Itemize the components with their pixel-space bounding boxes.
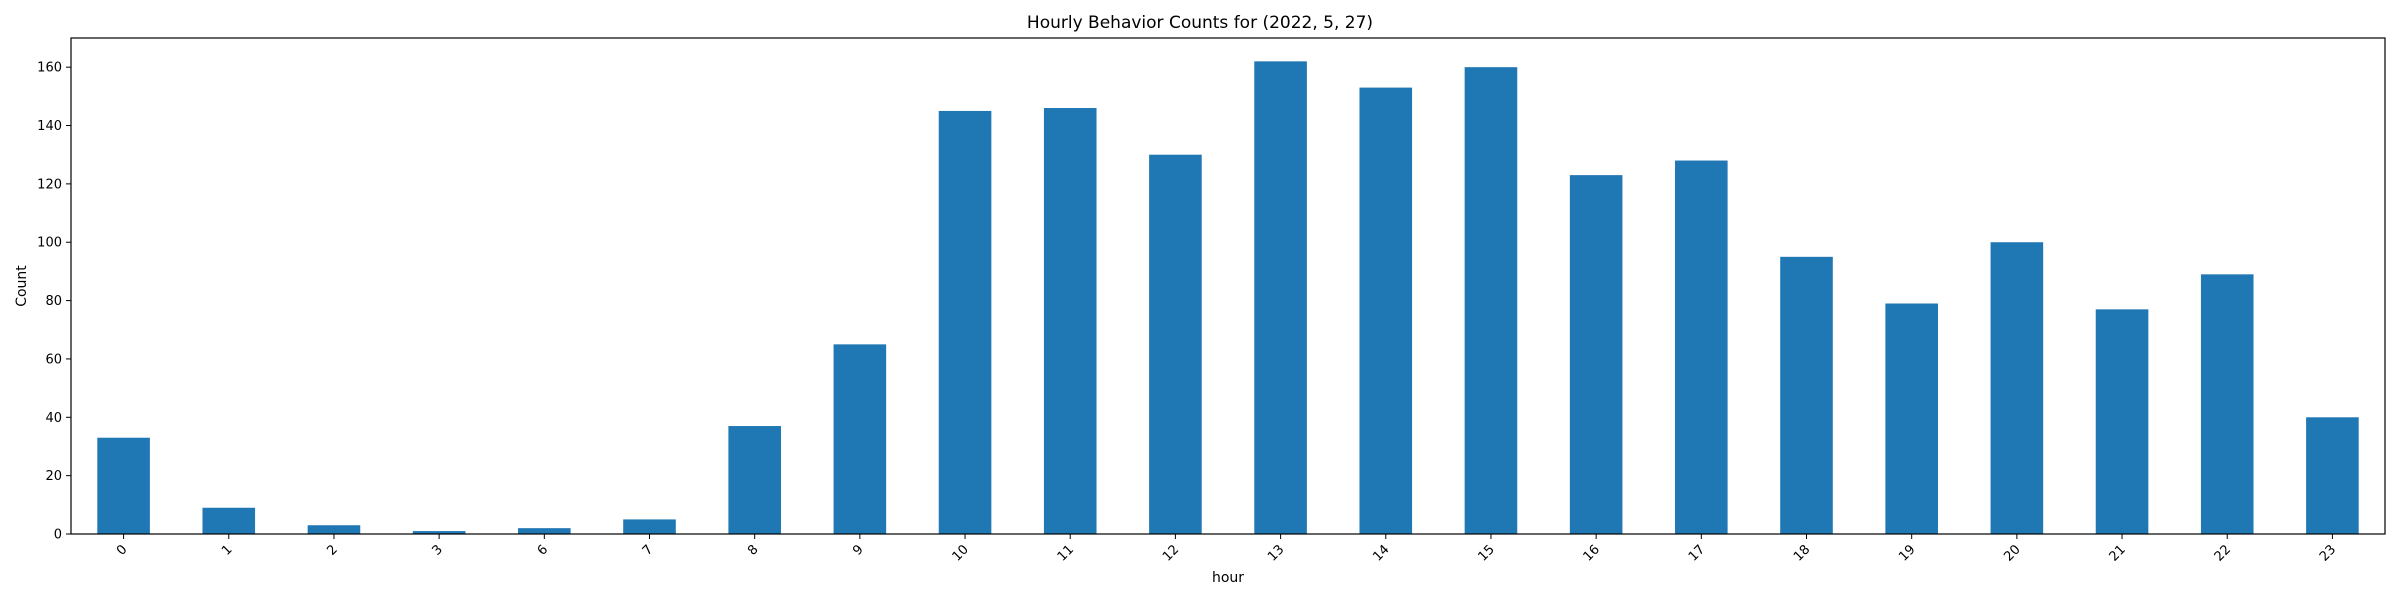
x-tick-label: 3 [430, 542, 446, 558]
x-axis-label: hour [1212, 570, 1244, 586]
x-tick-label: 7 [640, 542, 656, 558]
bar-hour-20 [1990, 242, 2044, 534]
x-tick-label: 19 [1896, 542, 1918, 564]
x-tick-label: 22 [2212, 542, 2234, 564]
x-tick-label: 16 [1581, 542, 1603, 564]
bar-hour-16 [1569, 175, 1623, 535]
bar-hour-15 [1464, 67, 1518, 535]
bar-hour-6 [518, 528, 571, 534]
x-tick-label: 6 [535, 542, 551, 558]
bar-hour-0 [97, 437, 150, 534]
x-tick-label: 8 [745, 542, 761, 558]
y-tick-label: 120 [37, 177, 62, 192]
x-tick-label: 20 [2001, 542, 2023, 564]
bar-hour-7 [623, 519, 676, 534]
y-tick-label: 60 [45, 352, 62, 367]
x-tick-label: 0 [114, 542, 130, 558]
x-tick-label: 21 [2107, 542, 2129, 564]
y-tick-label: 160 [37, 61, 62, 76]
x-tick-label: 18 [1791, 542, 1813, 564]
bar-hour-10 [938, 110, 992, 535]
x-tick-label: 14 [1370, 542, 1392, 564]
x-tick-label: 1 [219, 542, 235, 558]
bar-hour-8 [728, 426, 781, 534]
bar-hour-14 [1359, 87, 1413, 534]
bar-hour-3 [412, 531, 466, 534]
bar-hour-19 [1885, 303, 1938, 534]
y-tick-label: 0 [54, 528, 62, 543]
y-tick-label: 40 [45, 411, 62, 426]
bar-hour-23 [2306, 417, 2359, 534]
x-tick-label: 23 [2317, 542, 2339, 564]
plot-frame [70, 37, 2386, 535]
x-tick-label: 11 [1055, 542, 1077, 564]
chart-title: Hourly Behavior Counts for (2022, 5, 27) [1027, 13, 1373, 33]
y-tick-label: 20 [45, 469, 62, 484]
y-tick-label: 100 [37, 236, 62, 251]
bar-hour-21 [2095, 309, 2149, 534]
y-axis-label: Count [14, 265, 30, 307]
bar-hour-1 [202, 507, 256, 534]
x-tick-label: 12 [1160, 542, 1182, 564]
y-tick-label: 140 [37, 119, 62, 134]
bar-hour-11 [1043, 108, 1097, 534]
bar-hour-22 [2200, 274, 2254, 534]
x-tick-label: 17 [1686, 542, 1708, 564]
bar-hour-17 [1675, 160, 1728, 534]
bar-hour-18 [1780, 256, 1833, 534]
x-tick-label: 15 [1475, 542, 1497, 564]
bar-hour-13 [1254, 61, 1307, 534]
x-tick-label: 13 [1265, 542, 1287, 564]
bar-hour-2 [307, 525, 361, 534]
x-tick-label: 10 [950, 542, 972, 564]
bar-hour-12 [1149, 154, 1202, 535]
y-tick-label: 80 [45, 294, 62, 309]
x-tick-label: 9 [850, 542, 866, 558]
bar-hour-9 [833, 344, 887, 534]
x-tick-label: 2 [324, 542, 340, 558]
